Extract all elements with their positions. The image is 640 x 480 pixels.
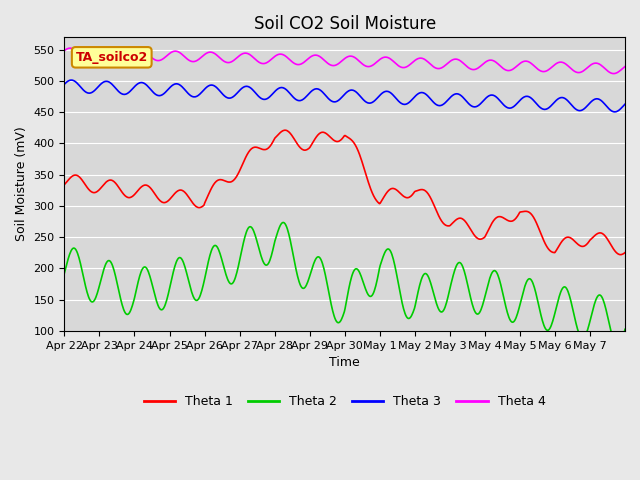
- Theta 3: [621, 101, 629, 107]
- Theta 3: [230, 93, 238, 99]
- Y-axis label: Soil Moisture (mV): Soil Moisture (mV): [15, 127, 28, 241]
- Theta 1: [403, 195, 411, 201]
- Theta 4: [230, 57, 238, 63]
- Theta 1: [435, 213, 442, 218]
- Theta 1: [229, 178, 237, 183]
- Theta 3: [435, 103, 442, 108]
- Theta 4: [435, 66, 442, 72]
- Theta 3: [611, 109, 619, 115]
- Theta 4: [61, 48, 68, 53]
- Theta 4: [67, 45, 74, 51]
- Theta 3: [61, 81, 68, 87]
- Theta 2: [279, 220, 287, 226]
- Theta 2: [435, 306, 442, 312]
- Theta 1: [278, 128, 286, 134]
- Theta 3: [258, 96, 266, 102]
- Theta 2: [257, 253, 265, 259]
- Theta 4: [127, 53, 135, 59]
- Theta 4: [609, 71, 617, 76]
- Legend: Theta 1, Theta 2, Theta 3, Theta 4: Theta 1, Theta 2, Theta 3, Theta 4: [139, 390, 550, 413]
- Theta 3: [279, 85, 287, 91]
- Theta 2: [614, 344, 621, 349]
- Theta 3: [67, 77, 75, 83]
- Theta 4: [279, 52, 287, 58]
- Theta 1: [257, 146, 265, 152]
- Theta 3: [127, 88, 135, 94]
- Theta 1: [621, 250, 629, 255]
- Line: Theta 1: Theta 1: [65, 130, 625, 255]
- Theta 2: [229, 279, 237, 285]
- Theta 2: [278, 220, 286, 226]
- Theta 3: [403, 101, 411, 107]
- Theta 2: [61, 270, 68, 276]
- Theta 2: [621, 326, 629, 332]
- Theta 4: [621, 64, 629, 70]
- X-axis label: Time: Time: [330, 356, 360, 369]
- Text: TA_soilco2: TA_soilco2: [76, 51, 148, 64]
- Theta 4: [403, 64, 411, 70]
- Theta 4: [258, 60, 266, 66]
- Line: Theta 3: Theta 3: [65, 80, 625, 112]
- Theta 1: [282, 127, 289, 133]
- Theta 2: [126, 309, 134, 314]
- Theta 2: [403, 315, 411, 321]
- Line: Theta 4: Theta 4: [65, 48, 625, 73]
- Theta 1: [61, 181, 68, 187]
- Line: Theta 2: Theta 2: [65, 223, 625, 347]
- Theta 1: [126, 194, 134, 200]
- Title: Soil CO2 Soil Moisture: Soil CO2 Soil Moisture: [253, 15, 436, 33]
- Theta 1: [617, 252, 625, 258]
